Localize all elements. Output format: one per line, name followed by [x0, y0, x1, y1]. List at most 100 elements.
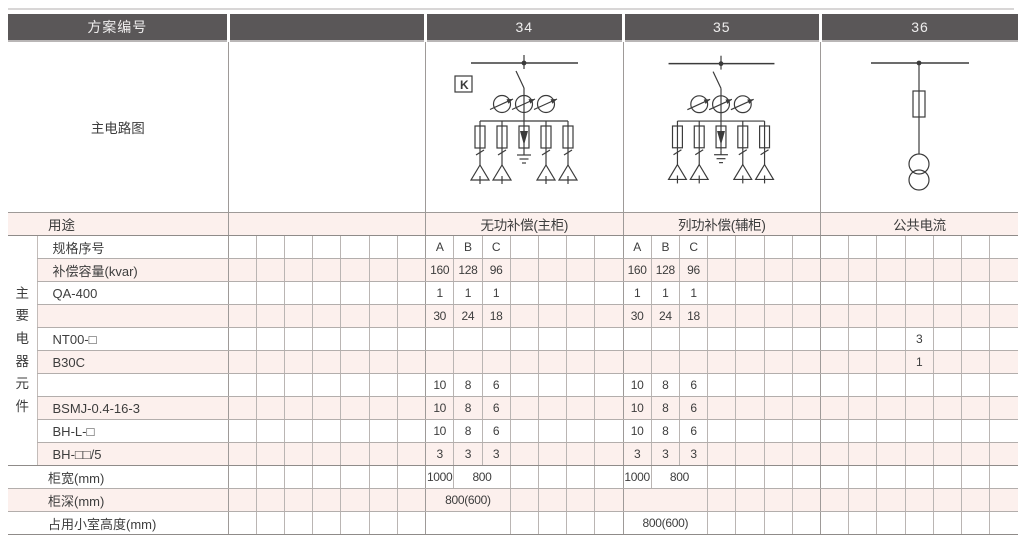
row-label: NT00-□ — [36, 327, 229, 351]
empty-cell — [763, 419, 793, 443]
empty-cell — [396, 235, 426, 259]
empty-cell — [537, 442, 567, 466]
side-group-label: 主要电器元件 — [8, 235, 38, 466]
value-cell: 800 — [650, 465, 708, 489]
empty-cell — [763, 327, 793, 351]
empty-cell — [791, 258, 821, 282]
empty-cell — [594, 419, 624, 443]
value-cell: 3 — [678, 442, 708, 466]
empty-cell — [396, 373, 426, 397]
empty-cell — [284, 304, 313, 328]
value-cell: 18 — [678, 304, 708, 328]
value-cell: 1 — [904, 350, 934, 374]
row-label: 占用小室高度(mm) — [8, 511, 229, 535]
empty-cell — [594, 281, 624, 305]
empty-cell — [284, 373, 313, 397]
empty-cell — [848, 488, 877, 512]
empty-cell — [537, 465, 567, 489]
empty-cell — [396, 350, 426, 374]
empty-cell — [960, 304, 990, 328]
empty-cell — [340, 419, 370, 443]
empty-cell — [284, 327, 313, 351]
table-row: BH-L-□ 10 8 6 10 8 6 — [8, 419, 1018, 443]
value-cell: 列功补偿(辅柜) — [622, 212, 821, 236]
empty-cell — [509, 442, 539, 466]
empty-cell — [735, 258, 765, 282]
empty-cell — [904, 396, 934, 420]
value-cell: 128 — [453, 258, 482, 282]
empty-cell — [566, 304, 595, 328]
empty-cell — [763, 281, 793, 305]
value-cell: 6 — [678, 419, 708, 443]
empty-cell — [255, 258, 285, 282]
empty-cell — [594, 235, 624, 259]
empty-cell — [284, 488, 313, 512]
empty-cell — [932, 396, 962, 420]
empty-cell — [227, 419, 257, 443]
value-cell: B — [453, 235, 482, 259]
value-cell: 800(600) — [425, 488, 511, 512]
empty-cell — [594, 304, 624, 328]
empty-cell — [876, 465, 906, 489]
empty-cell — [509, 258, 539, 282]
empty-cell — [989, 327, 1018, 351]
empty-cell — [425, 511, 511, 535]
grid-body: 用途 无功补偿(主柜) 列功补偿(辅柜) 公共电流主要电器元件规格序号 A B C A B C 补偿… — [8, 212, 1018, 535]
empty-cell — [255, 396, 285, 420]
empty-cell — [932, 304, 962, 328]
empty-cell — [537, 350, 567, 374]
empty-cell — [284, 511, 313, 535]
value-cell: 10 — [425, 373, 454, 397]
empty-cell — [876, 373, 906, 397]
value-cell: 1 — [425, 281, 454, 305]
empty-cell — [848, 258, 877, 282]
empty-cell — [312, 442, 341, 466]
empty-cell — [284, 396, 313, 420]
empty-cell — [650, 327, 680, 351]
empty-cell — [848, 396, 877, 420]
empty-cell — [960, 419, 990, 443]
k-box-label: K — [460, 78, 469, 92]
value-cell: 公共电流 — [819, 212, 1018, 236]
empty-cell — [735, 396, 765, 420]
value-cell: 8 — [453, 419, 482, 443]
empty-cell — [960, 373, 990, 397]
empty-cell — [960, 350, 990, 374]
empty-cell — [227, 212, 426, 236]
value-cell: C — [678, 235, 708, 259]
scheme-header-34: 34 — [424, 14, 624, 42]
empty-cell — [876, 235, 906, 259]
empty-cell — [509, 304, 539, 328]
empty-cell — [537, 511, 567, 535]
empty-cell — [735, 350, 765, 374]
empty-cell — [255, 327, 285, 351]
empty-cell — [396, 258, 426, 282]
value-cell: C — [481, 235, 511, 259]
main-circuit-label: 主电路图 — [8, 41, 229, 213]
empty-cell — [848, 511, 877, 535]
empty-cell — [819, 235, 849, 259]
empty-cell — [735, 488, 765, 512]
empty-cell — [819, 465, 849, 489]
value-cell: 160 — [425, 258, 454, 282]
value-cell: 6 — [678, 396, 708, 420]
empty-cell — [396, 304, 426, 328]
empty-cell — [932, 488, 962, 512]
empty-cell — [509, 511, 539, 535]
empty-cell — [537, 235, 567, 259]
empty-cell — [509, 373, 539, 397]
empty-cell — [594, 373, 624, 397]
empty-cell — [791, 396, 821, 420]
value-cell: 8 — [453, 396, 482, 420]
empty-cell — [763, 511, 793, 535]
empty-cell — [707, 511, 736, 535]
empty-cell — [904, 419, 934, 443]
empty-cell — [227, 304, 257, 328]
empty-cell — [453, 350, 482, 374]
empty-cell — [255, 350, 285, 374]
value-cell: 3 — [904, 327, 934, 351]
empty-cell — [368, 350, 398, 374]
empty-cell — [227, 488, 257, 512]
table-row: 柜宽(mm) 1000 800 1000 800 — [8, 465, 1018, 489]
empty-cell — [340, 235, 370, 259]
